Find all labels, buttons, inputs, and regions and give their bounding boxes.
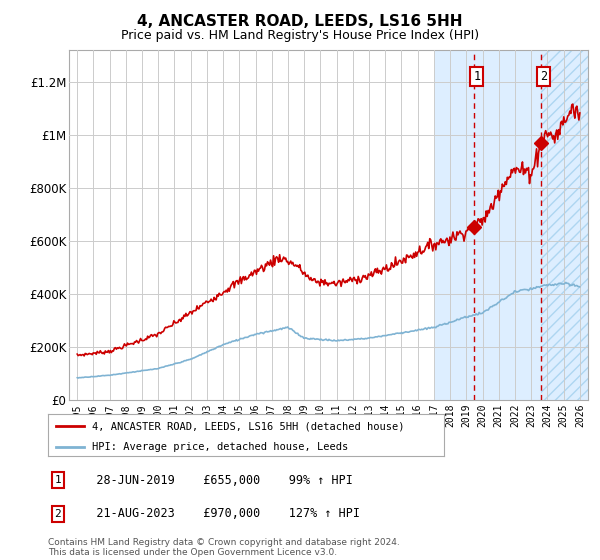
Text: 4, ANCASTER ROAD, LEEDS, LS16 5HH (detached house): 4, ANCASTER ROAD, LEEDS, LS16 5HH (detac… bbox=[92, 421, 404, 431]
Bar bbox=[541, 50, 588, 400]
Text: Contains HM Land Registry data © Crown copyright and database right 2024.
This d: Contains HM Land Registry data © Crown c… bbox=[48, 538, 400, 557]
Text: 21-AUG-2023    £970,000    127% ↑ HPI: 21-AUG-2023 £970,000 127% ↑ HPI bbox=[75, 507, 360, 520]
Text: 2: 2 bbox=[55, 509, 61, 519]
Text: 2: 2 bbox=[541, 70, 547, 83]
Text: HPI: Average price, detached house, Leeds: HPI: Average price, detached house, Leed… bbox=[92, 442, 348, 452]
Text: 4, ANCASTER ROAD, LEEDS, LS16 5HH: 4, ANCASTER ROAD, LEEDS, LS16 5HH bbox=[137, 14, 463, 29]
Text: 1: 1 bbox=[55, 475, 61, 485]
Text: Price paid vs. HM Land Registry's House Price Index (HPI): Price paid vs. HM Land Registry's House … bbox=[121, 29, 479, 42]
Text: 1: 1 bbox=[473, 70, 481, 83]
Bar bbox=[434, 50, 588, 400]
Text: 28-JUN-2019    £655,000    99% ↑ HPI: 28-JUN-2019 £655,000 99% ↑ HPI bbox=[75, 474, 353, 487]
